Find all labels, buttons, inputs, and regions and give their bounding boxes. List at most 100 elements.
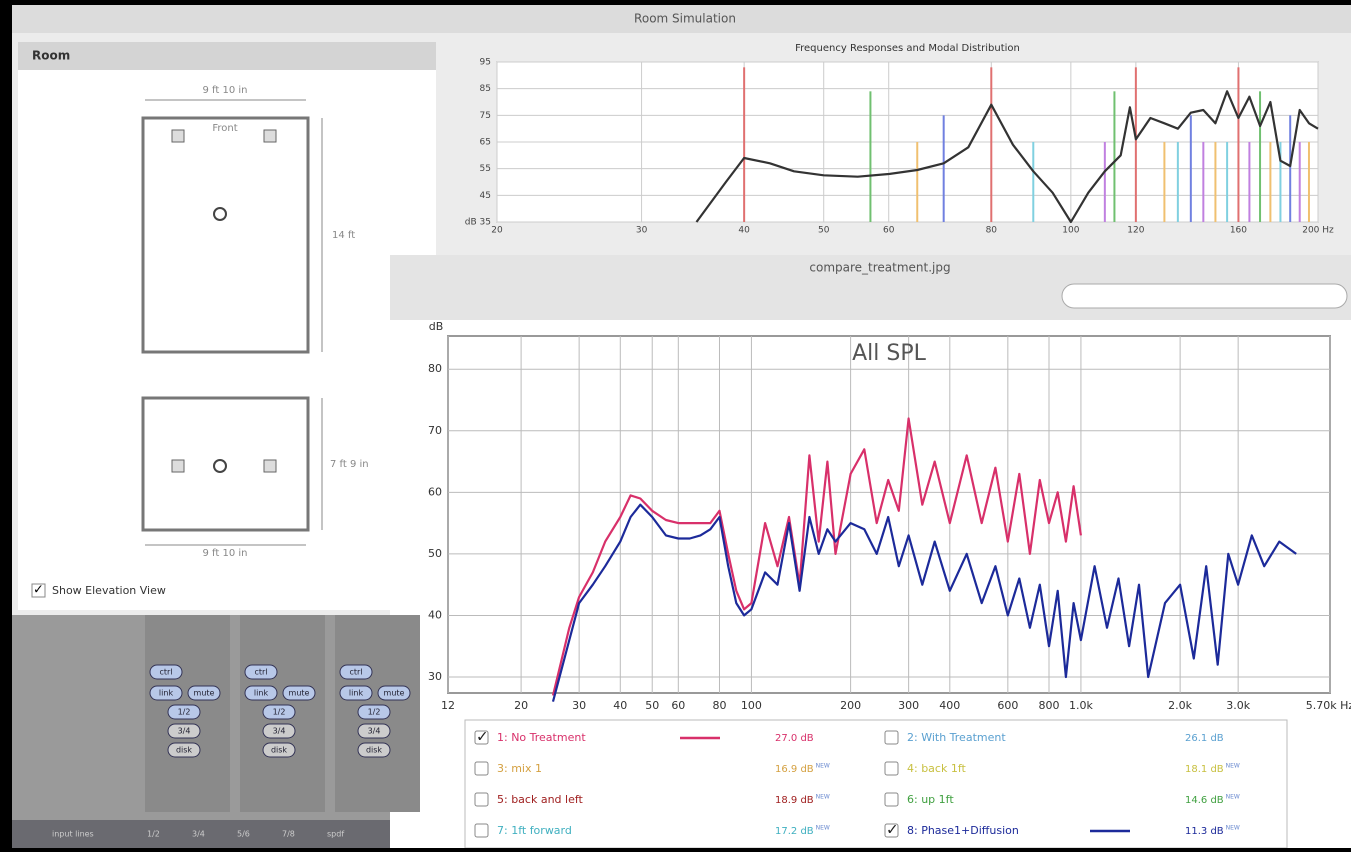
x-tick-label: 80: [986, 226, 998, 236]
x-tick-label: 200: [840, 699, 861, 712]
legend-badge: NEW: [1226, 794, 1240, 801]
y-tick-label: 80: [428, 362, 442, 375]
speaker[interactable]: [172, 460, 184, 472]
x-tick-label: 800: [1038, 699, 1059, 712]
y-tick-label: 30: [428, 670, 442, 683]
plot-area: [448, 336, 1330, 693]
y-axis-label: dB: [429, 320, 444, 333]
mixer-button-label: ctrl: [349, 668, 362, 677]
mode-bar: [916, 142, 918, 222]
y-tick-label: 45: [480, 191, 491, 201]
checkbox-label[interactable]: Show Elevation View: [52, 584, 166, 597]
legend-label[interactable]: 4: back 1ft: [907, 762, 967, 775]
legend-level: 18.1 dB: [1185, 764, 1224, 775]
checkmark: ✓: [33, 583, 44, 598]
dimension-label: 14 ft: [332, 230, 355, 241]
x-tick-label: 400: [939, 699, 960, 712]
speaker[interactable]: [172, 130, 184, 142]
x-tick-label: 2.0k: [1168, 699, 1192, 712]
mixer-button-label: mute: [384, 689, 405, 698]
search-field[interactable]: [1062, 284, 1347, 308]
x-tick-label: 40: [613, 699, 627, 712]
legend-checkbox[interactable]: [885, 762, 898, 775]
mode-bar: [1104, 142, 1106, 222]
mixer-footer-label: 1/2: [147, 830, 160, 839]
dimension-label: 9 ft 10 in: [202, 548, 247, 559]
speaker[interactable]: [264, 460, 276, 472]
front-label: Front: [212, 123, 237, 134]
speaker[interactable]: [264, 130, 276, 142]
mode-bar: [1237, 67, 1239, 222]
mode-bar: [1202, 142, 1204, 222]
legend-label[interactable]: 8: Phase1+Diffusion: [907, 824, 1019, 837]
dimension-label: 7 ft 9 in: [330, 459, 369, 470]
chart-title: All SPL: [852, 341, 926, 366]
x-tick-label: 300: [898, 699, 919, 712]
legend-level: 27.0 dB: [775, 733, 814, 744]
x-tick-label: 160: [1230, 226, 1247, 236]
mixer-button-label: mute: [194, 689, 215, 698]
x-tick-label: 3.0k: [1226, 699, 1250, 712]
mixer-button-label: 3/4: [178, 727, 191, 736]
x-tick-label: 20: [514, 699, 528, 712]
y-tick-label: 75: [480, 111, 491, 121]
mixer-button-label: 3/4: [273, 727, 286, 736]
legend-table: [465, 720, 1287, 848]
mode-bar: [1248, 142, 1250, 222]
legend-checkbox[interactable]: [475, 793, 488, 806]
mode-bar: [1177, 142, 1179, 222]
mode-bar: [1163, 142, 1165, 222]
mixer-button-label: 1/2: [178, 708, 191, 717]
legend-level: 18.9 dB: [775, 795, 814, 806]
mixer-button-label: disk: [176, 746, 192, 755]
listener[interactable]: [214, 208, 226, 220]
mode-bar: [869, 91, 871, 222]
mixer-button-label: ctrl: [254, 668, 267, 677]
legend-badge: NEW: [1226, 763, 1240, 770]
listener[interactable]: [214, 460, 226, 472]
mixer-button-label: disk: [366, 746, 382, 755]
legend-label[interactable]: 7: 1ft forward: [497, 824, 572, 837]
chart-title: Frequency Responses and Modal Distributi…: [795, 43, 1020, 54]
legend-badge: NEW: [816, 763, 830, 770]
legend-checkbox[interactable]: [475, 824, 488, 837]
y-tick-label: 70: [428, 424, 442, 437]
legend-checkbox[interactable]: [475, 762, 488, 775]
mixer-button-label: link: [349, 689, 364, 698]
legend-label[interactable]: 6: up 1ft: [907, 793, 954, 806]
mode-bar: [1289, 115, 1291, 222]
y-tick-label: 60: [428, 485, 442, 498]
mixer-button-label: mute: [289, 689, 310, 698]
x-tick-label: 20: [491, 226, 503, 236]
legend-checkbox[interactable]: [885, 793, 898, 806]
x-tick-label: 80: [712, 699, 726, 712]
x-tick-label: 30: [572, 699, 586, 712]
legend-label[interactable]: 1: No Treatment: [497, 731, 586, 744]
x-tick-label: 100: [741, 699, 762, 712]
legend-badge: NEW: [816, 825, 830, 832]
mixer-button-label: ctrl: [159, 668, 172, 677]
x-tick-label: 50: [818, 226, 830, 236]
x-tick-label: 100: [1062, 226, 1079, 236]
y-tick-label: 65: [480, 138, 491, 148]
legend-label[interactable]: 3: mix 1: [497, 762, 542, 775]
mode-bar: [743, 67, 745, 222]
legend-badge: NEW: [1226, 825, 1240, 832]
mixer-footer-label: 5/6: [237, 830, 250, 839]
legend-label[interactable]: 5: back and left: [497, 793, 584, 806]
mode-bar: [1269, 142, 1271, 222]
mode-bar: [1113, 91, 1115, 222]
x-tick-label: 12: [441, 699, 455, 712]
mode-bar: [1214, 142, 1216, 222]
x-tick-label: 1.0k: [1069, 699, 1093, 712]
x-tick-label: 60: [671, 699, 685, 712]
legend-label[interactable]: 2: With Treatment: [907, 731, 1006, 744]
x-tick-label: 30: [636, 226, 648, 236]
mode-bar: [1226, 142, 1228, 222]
x-tick-label: 50: [645, 699, 659, 712]
legend-level: 26.1 dB: [1185, 733, 1224, 744]
legend-checkbox[interactable]: [885, 731, 898, 744]
legend-badge: NEW: [816, 794, 830, 801]
window-title: compare_treatment.jpg: [809, 261, 950, 275]
x-tick-label: 200 Hz: [1302, 226, 1334, 236]
